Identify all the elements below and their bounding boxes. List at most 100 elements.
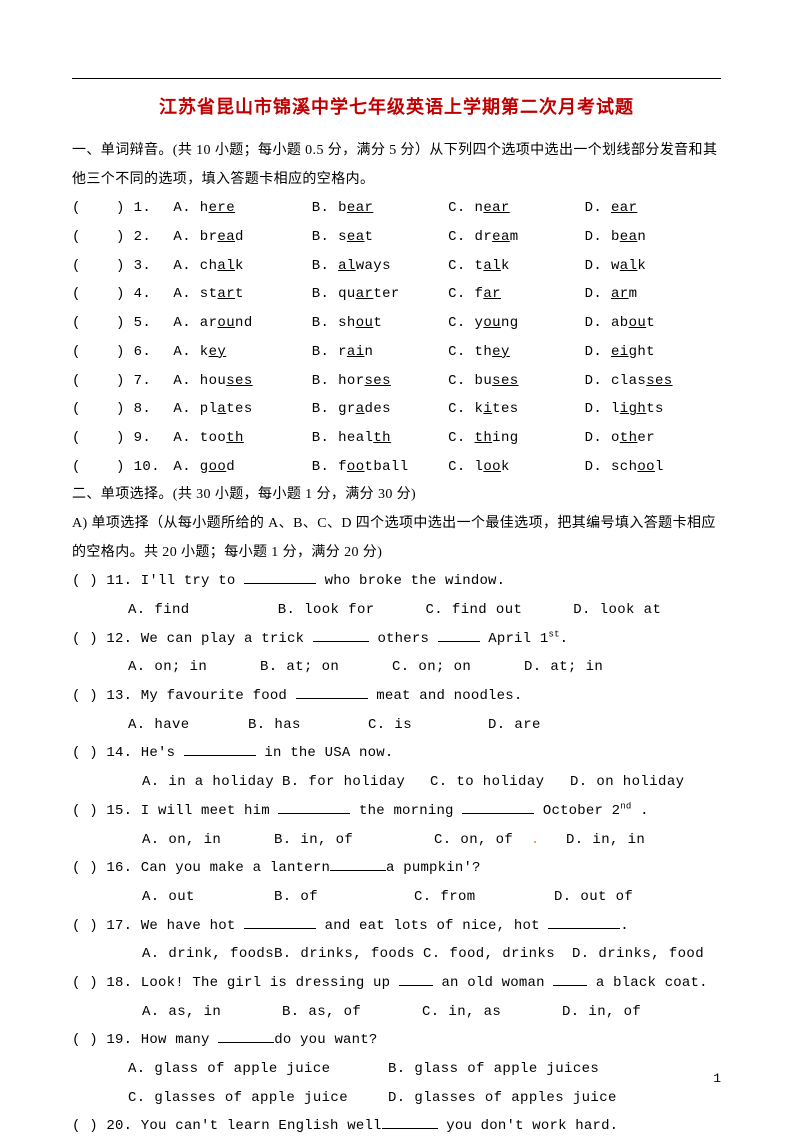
q17-c: . — [620, 918, 629, 934]
q12-stem: ( ) 12. We can play a trick others April… — [72, 625, 721, 654]
q12-D: D. at; in — [524, 653, 656, 682]
phonetics-8-C: C. kites — [448, 395, 584, 424]
blank — [438, 641, 480, 642]
phonetics-5-D: D. about — [585, 309, 721, 338]
q15-options: A. on, in B. in, of C. on, of . D. in, i… — [72, 826, 721, 855]
q14-A: A. in a holiday — [142, 768, 282, 797]
phonetics-5-A: A. around — [173, 309, 311, 338]
q11-stem: ( ) 11. I'll try to who broke the window… — [72, 567, 721, 596]
phonetics-10-A: A. good — [173, 453, 311, 482]
phonetics-label: ( ) 6. — [72, 338, 173, 367]
q11-D: D. look at — [573, 596, 721, 625]
q15-B: B. in, of — [274, 826, 434, 855]
blank — [382, 1128, 438, 1129]
blank — [462, 813, 534, 814]
q12-B: B. at; on — [260, 653, 392, 682]
phonetics-7-B: B. horses — [312, 367, 448, 396]
q16-b: a pumpkin'? — [386, 860, 481, 876]
q11-C: C. find out — [426, 596, 574, 625]
q15-C: C. on, of — [434, 832, 513, 848]
q12-sup: st — [548, 629, 559, 639]
phonetics-5-C: C. young — [448, 309, 584, 338]
q16-A: A. out — [142, 883, 274, 912]
q16-options: A. out B. of C. from D. out of — [72, 883, 721, 912]
phonetics-row-9: ( ) 9.A. toothB. healthC. thingD. other — [72, 424, 721, 453]
q11-options: A. find B. look for C. find out D. look … — [72, 596, 721, 625]
page-number: 1 — [713, 1071, 721, 1086]
q13-D: D. are — [488, 711, 608, 740]
phonetics-7-D: D. classes — [585, 367, 721, 396]
top-rule — [72, 78, 721, 79]
q14-stem: ( ) 14. He's in the USA now. — [72, 739, 721, 768]
phonetics-3-C: C. talk — [448, 252, 584, 281]
phonetics-row-3: ( ) 3.A. chalkB. alwaysC. talkD. walk — [72, 252, 721, 281]
blank — [184, 755, 256, 756]
phonetics-row-10: ( ) 10.A. goodB. footballC. lookD. schoo… — [72, 453, 721, 482]
page-title: 江苏省昆山市锦溪中学七年级英语上学期第二次月考试题 — [72, 93, 721, 119]
q19-options-1: A. glass of apple juice B. glass of appl… — [72, 1055, 721, 1084]
q13-b: meat and noodles. — [368, 688, 523, 704]
q16-a: ( ) 16. Can you make a lantern — [72, 860, 330, 876]
q18-D: D. in, of — [562, 998, 682, 1027]
blank — [296, 698, 368, 699]
q20-b: you don't work hard. — [438, 1118, 619, 1134]
q17-stem: ( ) 17. We have hot and eat lots of nice… — [72, 912, 721, 941]
q15-A: A. on, in — [142, 826, 274, 855]
phonetics-10-C: C. look — [448, 453, 584, 482]
q20-stem: ( ) 20. You can't learn English well you… — [72, 1112, 721, 1141]
phonetics-1-C: C. near — [448, 194, 584, 223]
phonetics-1-B: B. bear — [312, 194, 448, 223]
q14-C: C. to holiday — [430, 768, 570, 797]
q13-stem: ( ) 13. My favourite food meat and noodl… — [72, 682, 721, 711]
q19-A: A. glass of apple juice — [128, 1055, 388, 1084]
q15-a: ( ) 15. I will meet him — [72, 803, 278, 819]
section2-sub: A) 单项选择（从每小题所给的 A、B、C、D 四个选项中选出一个最佳选项，把其… — [72, 510, 721, 567]
q17-b: and eat lots of nice, hot — [316, 918, 548, 934]
phonetics-label: ( ) 4. — [72, 280, 173, 309]
q17-A: A. drink, foods — [142, 940, 274, 969]
phonetics-list: ( ) 1.A. hereB. bearC. nearD. ear( ) 2.A… — [72, 194, 721, 481]
section2-intro: 二、单项选择。(共 30 小题，每小题 1 分，满分 30 分) — [72, 481, 721, 510]
phonetics-9-D: D. other — [585, 424, 721, 453]
blank — [218, 1042, 274, 1043]
phonetics-label: ( ) 9. — [72, 424, 173, 453]
q14-a: ( ) 14. He's — [72, 745, 184, 761]
q16-C: C. from — [414, 883, 554, 912]
blank — [330, 870, 386, 871]
q14-D: D. on holiday — [570, 768, 710, 797]
phonetics-2-D: D. bean — [585, 223, 721, 252]
phonetics-5-B: B. shout — [312, 309, 448, 338]
q17-D: D. drinks, food — [572, 940, 721, 969]
q16-stem: ( ) 16. Can you make a lantern a pumpkin'… — [72, 854, 721, 883]
blank — [244, 928, 316, 929]
q19-a: ( ) 19. How many — [72, 1032, 218, 1048]
phonetics-3-D: D. walk — [585, 252, 721, 281]
phonetics-label: ( ) 10. — [72, 453, 173, 482]
q15-sup: nd — [620, 801, 631, 811]
phonetics-label: ( ) 1. — [72, 194, 173, 223]
phonetics-10-B: B. football — [312, 453, 448, 482]
phonetics-2-C: C. dream — [448, 223, 584, 252]
phonetics-row-7: ( ) 7.A. housesB. horsesC. busesD. class… — [72, 367, 721, 396]
phonetics-8-A: A. plates — [173, 395, 311, 424]
q16-D: D. out of — [554, 883, 674, 912]
orange-dot: . — [531, 832, 540, 848]
q18-b: an old woman — [433, 975, 553, 991]
q11-stem-post: who broke the window. — [316, 573, 505, 589]
q17-B: B. drinks, foods — [274, 940, 423, 969]
blank — [244, 583, 316, 584]
phonetics-6-D: D. eight — [585, 338, 721, 367]
phonetics-8-B: B. grades — [312, 395, 448, 424]
q14-options: A. in a holiday B. for holiday C. to hol… — [72, 768, 721, 797]
phonetics-10-D: D. school — [585, 453, 721, 482]
q13-C: C. is — [368, 711, 488, 740]
q19-D: D. glasses of apples juice — [388, 1084, 648, 1113]
exam-body: 一、单词辩音。(共 10 小题；每小题 0.5 分，满分 5 分）从下列四个选项… — [72, 137, 721, 1141]
phonetics-1-D: D. ear — [585, 194, 721, 223]
q11-B: B. look for — [278, 596, 426, 625]
phonetics-9-B: B. health — [312, 424, 448, 453]
q19-B: B. glass of apple juices — [388, 1055, 648, 1084]
phonetics-4-C: C. far — [448, 280, 584, 309]
phonetics-2-A: A. bread — [173, 223, 311, 252]
q13-A: A. have — [128, 711, 248, 740]
